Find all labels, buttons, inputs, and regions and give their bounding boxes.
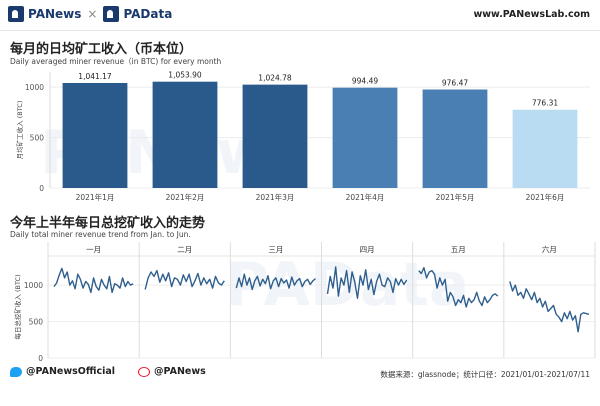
brand-left: PANews [28, 7, 82, 21]
series-line-6 [509, 281, 590, 333]
weibo-label: @PANews [154, 366, 206, 377]
bar-category-label: 2021年4月 [346, 192, 385, 202]
bar-2 [152, 81, 218, 188]
bar-3 [242, 84, 308, 188]
bar-5 [422, 89, 488, 188]
bar-category-label: 2021年2月 [166, 192, 205, 202]
series-line-4 [326, 266, 408, 299]
bar-6 [512, 109, 578, 188]
bar-ytick-label: 1000 [25, 83, 44, 92]
data-source: 数据来源：glassnode；统计口径：2021/01/01-2021/07/1… [380, 370, 590, 379]
panews-logo-icon [8, 6, 24, 22]
bar-category-label: 2021年1月 [76, 192, 115, 202]
series-line-5 [418, 267, 499, 308]
twitter-label: @PANewsOfficial [26, 366, 115, 377]
twitter-handle[interactable]: @PANewsOfficial [10, 366, 115, 377]
panel-label: 三月 [268, 245, 283, 254]
bar-value-label: 776.31 [532, 99, 558, 108]
series-line-2 [144, 269, 225, 290]
twitter-icon [10, 366, 22, 377]
padata-logo-icon [103, 6, 120, 22]
brand-separator: × [87, 7, 98, 21]
bar-ytick-label: 0 [39, 184, 44, 193]
site-url[interactable]: www.PANewsLab.com [473, 9, 590, 20]
bar-value-label: 1,041.17 [78, 72, 112, 81]
panel-label: 四月 [360, 245, 375, 254]
bar-value-label: 1,024.78 [258, 74, 292, 83]
line-chart-subtitle: Daily total miner revenue trend from Jan… [10, 230, 191, 239]
brand-logo: PANews × PAData [8, 6, 172, 22]
brand-right: PAData [123, 7, 173, 21]
line-y-axis-label: 每日总挖矿收入 (BTC) [13, 274, 22, 339]
line-ytick-label: 0 [38, 354, 43, 363]
bar-1 [62, 82, 128, 188]
header-divider [0, 30, 600, 31]
bar-chart-subtitle: Daily averaged miner revenue（in BTC) for… [10, 57, 222, 66]
bar-y-axis-label: 月均矿工收入 (BTC) [15, 101, 24, 160]
line-chart-title: 今年上半年每日总挖矿收入的走势 [10, 216, 206, 231]
panel-label: 五月 [451, 245, 466, 254]
bar-category-label: 2021年3月 [256, 192, 295, 202]
bar-ytick-label: 500 [30, 134, 45, 143]
panel-label: 六月 [542, 244, 557, 254]
bar-category-label: 2021年5月 [436, 192, 475, 202]
bar-chart-title: 每月的日均矿工收入（币本位） [10, 42, 193, 57]
series-line-1 [53, 267, 134, 294]
top-bar: PANews × PAData www.PANewsLab.com [0, 0, 600, 30]
line-ytick-label: 500 [29, 318, 44, 327]
bar-value-label: 994.49 [352, 77, 378, 86]
weibo-handle[interactable]: @PANews [138, 366, 206, 377]
line-ytick-label: 1000 [24, 281, 43, 290]
series-line-3 [235, 273, 316, 291]
weibo-icon [138, 366, 150, 377]
bar-category-label: 2021年6月 [526, 192, 565, 202]
bar-value-label: 976.47 [442, 79, 468, 88]
panel-label: 一月 [86, 245, 101, 254]
bar-value-label: 1,053.90 [168, 71, 202, 80]
panel-label: 二月 [177, 245, 192, 254]
bar-4 [332, 87, 398, 188]
